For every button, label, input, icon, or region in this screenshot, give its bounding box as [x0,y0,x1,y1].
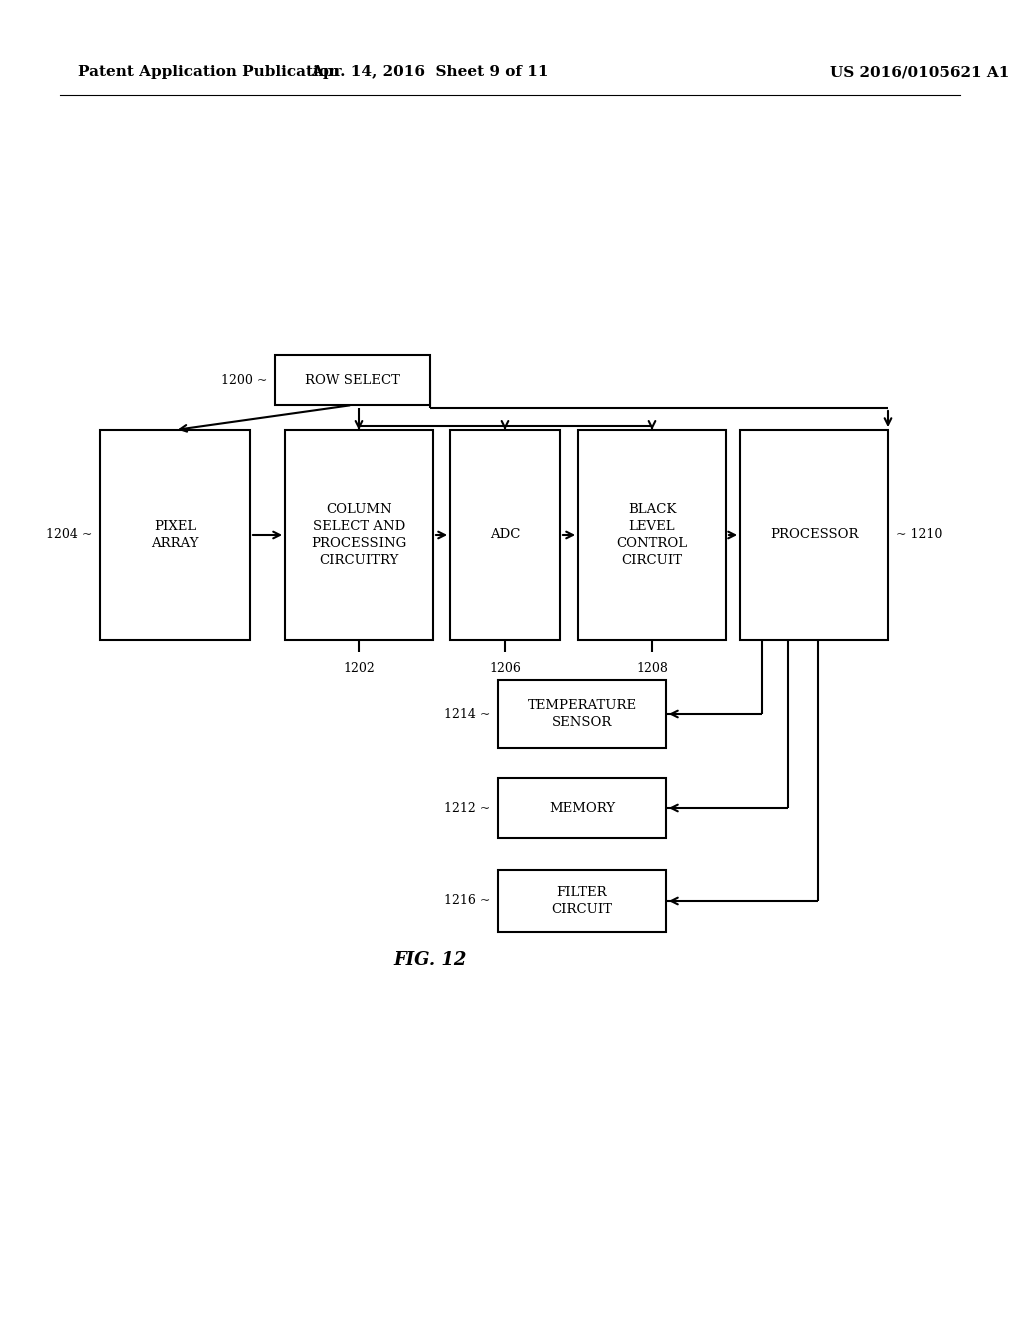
Text: Apr. 14, 2016  Sheet 9 of 11: Apr. 14, 2016 Sheet 9 of 11 [311,65,549,79]
Text: 1200 ~: 1200 ~ [220,374,267,387]
Text: 1216 ~: 1216 ~ [443,895,490,908]
Text: ADC: ADC [489,528,520,541]
Bar [275,355,430,405]
Text: PROCESSOR: PROCESSOR [770,528,858,541]
Text: US 2016/0105621 A1: US 2016/0105621 A1 [830,65,1010,79]
Text: 1208: 1208 [636,663,668,675]
Bar [285,430,433,640]
Text: 1202: 1202 [343,663,375,675]
Text: 1212 ~: 1212 ~ [443,801,490,814]
Text: ROW SELECT: ROW SELECT [305,374,400,387]
Text: TEMPERATURE
SENSOR: TEMPERATURE SENSOR [527,700,637,729]
Text: ~ 1210: ~ 1210 [896,528,942,541]
Bar [498,680,666,748]
Bar [498,870,666,932]
Text: BLACK
LEVEL
CONTROL
CIRCUIT: BLACK LEVEL CONTROL CIRCUIT [616,503,687,568]
Text: 1204 ~: 1204 ~ [46,528,92,541]
Text: COLUMN
SELECT AND
PROCESSING
CIRCUITRY: COLUMN SELECT AND PROCESSING CIRCUITRY [311,503,407,568]
Text: Patent Application Publication: Patent Application Publication [78,65,340,79]
Text: 1214 ~: 1214 ~ [443,708,490,721]
Text: FILTER
CIRCUIT: FILTER CIRCUIT [552,886,612,916]
Text: PIXEL
ARRAY: PIXEL ARRAY [152,520,199,550]
Bar [100,430,250,640]
Bar [498,777,666,838]
Text: 1206: 1206 [489,663,521,675]
Bar [740,430,888,640]
Text: FIG. 12: FIG. 12 [393,950,467,969]
Text: MEMORY: MEMORY [549,801,615,814]
Bar [450,430,560,640]
Bar [578,430,726,640]
